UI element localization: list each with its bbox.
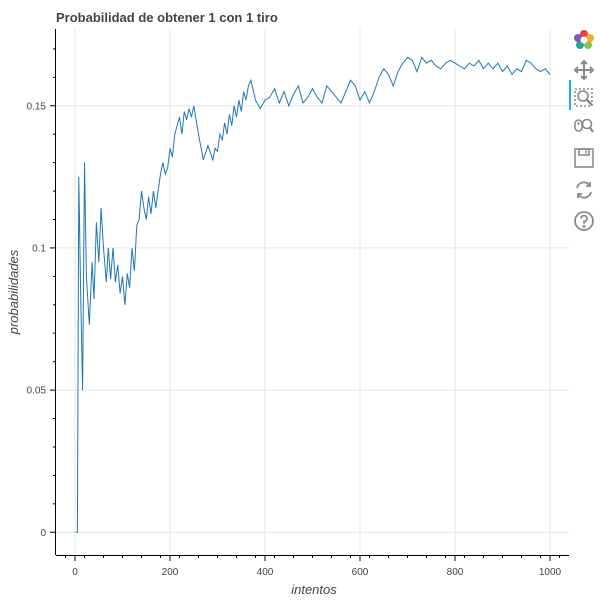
x-tick-label: 0 bbox=[72, 567, 78, 578]
active-tool-indicator bbox=[569, 80, 571, 110]
x-tick-label: 1000 bbox=[539, 567, 562, 578]
bokeh-logo-icon[interactable] bbox=[572, 28, 596, 52]
save-icon[interactable] bbox=[572, 146, 596, 170]
help-icon[interactable] bbox=[572, 209, 596, 233]
y-axis-label: probabilidades bbox=[6, 249, 21, 335]
series-line bbox=[75, 56, 551, 533]
y-axis: 0 0.05 0.1 0.15 bbox=[27, 29, 56, 555]
box-zoom-icon[interactable] bbox=[572, 86, 596, 110]
pan-icon[interactable] bbox=[572, 58, 596, 82]
x-axis: 0 200 400 600 800 1000 bbox=[56, 555, 569, 578]
plot-area[interactable] bbox=[56, 29, 569, 555]
wheel-zoom-icon[interactable] bbox=[572, 114, 596, 138]
x-tick-label: 200 bbox=[162, 567, 179, 578]
x-tick-label: 800 bbox=[447, 567, 464, 578]
y-tick-label: 0.1 bbox=[32, 243, 46, 254]
x-axis-label: intentos bbox=[291, 582, 337, 597]
y-tick-label: 0.15 bbox=[27, 101, 47, 112]
reset-icon[interactable] bbox=[572, 178, 596, 202]
x-tick-label: 600 bbox=[352, 567, 369, 578]
x-tick-label: 400 bbox=[257, 567, 274, 578]
chart-title: Probabilidad de obtener 1 con 1 tiro bbox=[56, 10, 278, 25]
grid bbox=[56, 29, 569, 555]
y-tick-label: 0.05 bbox=[27, 386, 47, 397]
y-tick-label: 0 bbox=[40, 528, 46, 539]
